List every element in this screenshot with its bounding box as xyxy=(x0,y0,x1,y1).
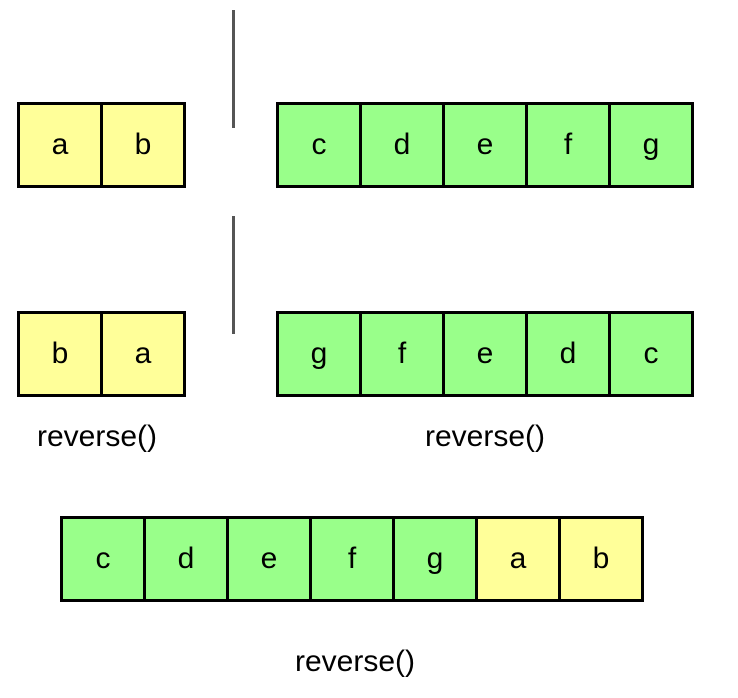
array-cell-b: b xyxy=(558,516,644,602)
divider-line-middle xyxy=(232,216,235,334)
divider-line-top xyxy=(232,10,235,128)
array-cell-d: d xyxy=(143,516,229,602)
array-cell-a: a xyxy=(17,102,103,188)
array-cell-b: b xyxy=(17,311,103,397)
step2-left-caption: reverse() xyxy=(37,420,158,453)
array-cell-f: f xyxy=(525,102,611,188)
array-cell-e: e xyxy=(442,102,528,188)
array-cell-f: f xyxy=(309,516,395,602)
array-cell-d: d xyxy=(525,311,611,397)
array-cell-b: b xyxy=(100,102,186,188)
array-cell-g: g xyxy=(276,311,362,397)
array-cell-g: g xyxy=(392,516,478,602)
array-cell-e: e xyxy=(226,516,312,602)
array-cell-a: a xyxy=(100,311,186,397)
array-cell-f: f xyxy=(359,311,445,397)
array-cell-d: d xyxy=(359,102,445,188)
array-cell-c: c xyxy=(608,311,694,397)
step2-right-caption: reverse() xyxy=(425,420,546,453)
array-cell-g: g xyxy=(608,102,694,188)
array-cell-e: e xyxy=(442,311,528,397)
step3-caption: reverse() xyxy=(295,645,416,678)
array-cell-c: c xyxy=(276,102,362,188)
array-cell-a: a xyxy=(475,516,561,602)
array-cell-c: c xyxy=(60,516,146,602)
